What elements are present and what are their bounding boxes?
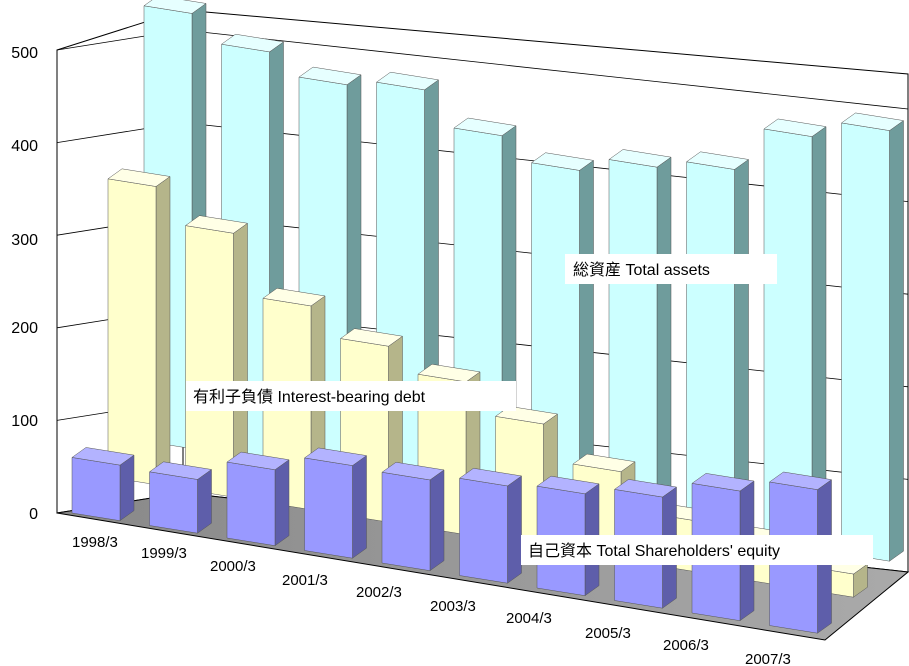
bar <box>107 168 171 486</box>
bar-top-face <box>148 461 213 480</box>
bar-top-face <box>768 471 833 490</box>
bar-top-face <box>691 473 755 492</box>
x-tick-label: 1999/3 <box>141 545 187 562</box>
x-tick-label: 2007/3 <box>745 651 791 666</box>
bar-top-face <box>417 363 481 383</box>
bar-side-face <box>119 454 135 522</box>
series-label-bg <box>186 381 516 411</box>
bar-top-face <box>453 117 517 136</box>
x-tick-label: 2000/3 <box>210 558 256 575</box>
bar-top-face <box>303 447 368 466</box>
y-tick-label: 100 <box>11 413 38 430</box>
bar-top-face <box>339 328 404 347</box>
bar-top-face <box>763 118 827 137</box>
bar-front-face <box>71 457 121 521</box>
series-label-bg <box>521 535 873 565</box>
bar-top-face <box>184 215 249 234</box>
bar-top-face <box>107 168 171 187</box>
x-tick-label: 2001/3 <box>282 572 328 589</box>
bar-front-face <box>841 122 890 562</box>
bar-front-face <box>149 471 198 534</box>
bar <box>458 468 523 584</box>
x-tick-label: 1998/3 <box>72 534 118 551</box>
y-tick-label: 400 <box>11 138 38 155</box>
bar-top-face <box>613 479 678 498</box>
bar-top-face <box>530 152 595 171</box>
bar-side-face <box>197 468 212 534</box>
bar-top-face <box>458 468 523 487</box>
bar-top-face <box>298 66 362 86</box>
series-label-total-assets: 総資産 Total assets <box>573 261 710 279</box>
bar-front-face <box>459 477 508 584</box>
bar-top-face <box>685 151 750 170</box>
bar-top-face <box>572 453 636 472</box>
bar-top-face <box>262 288 326 307</box>
bar-top-face <box>608 149 672 168</box>
x-tick-label: 2004/3 <box>506 610 552 627</box>
bar-front-face <box>226 461 276 546</box>
series-label-bg <box>565 254 777 284</box>
bar-top-face <box>381 461 445 481</box>
y-tick-label: 0 <box>29 506 38 523</box>
bar-side-face <box>507 475 522 584</box>
bar-front-face <box>381 471 431 571</box>
y-tick-label: 300 <box>11 232 38 249</box>
series-label-shareholders-equity: 自己資本 Total Shareholders' equity <box>528 542 780 560</box>
bar-front-face <box>185 225 234 498</box>
bar <box>71 447 135 522</box>
bar-front-face <box>107 178 157 485</box>
x-tick-label: 2006/3 <box>663 637 709 654</box>
bar <box>226 451 290 547</box>
bar-side-face <box>155 176 171 486</box>
bar <box>763 118 827 550</box>
bar-top-face <box>143 0 207 14</box>
bar <box>148 461 213 534</box>
bar-side-face <box>889 120 904 562</box>
y-tick-label: 500 <box>11 45 38 62</box>
bar-top-face <box>840 112 905 131</box>
bar-top-face <box>71 447 135 466</box>
bar-front-face <box>304 457 353 559</box>
bar-top-face <box>220 33 285 53</box>
bar-side-face <box>352 455 367 559</box>
bar-top-face <box>375 71 440 91</box>
x-tick-label: 2002/3 <box>356 584 402 601</box>
bar-side-face <box>429 469 445 572</box>
bar <box>840 112 905 562</box>
series-label-interest-bearing-debt: 有利子負債 Interest-bearing debt <box>193 388 426 406</box>
bar-top-face <box>226 451 290 471</box>
bar <box>303 447 368 559</box>
bar-side-face <box>656 156 672 525</box>
bar <box>608 149 672 525</box>
x-tick-label: 2005/3 <box>585 625 631 642</box>
bar-top-face <box>536 475 600 495</box>
x-tick-label: 2003/3 <box>430 598 476 615</box>
bar <box>381 461 445 572</box>
y-tick-label: 200 <box>11 320 38 337</box>
bar-side-face <box>274 459 290 547</box>
